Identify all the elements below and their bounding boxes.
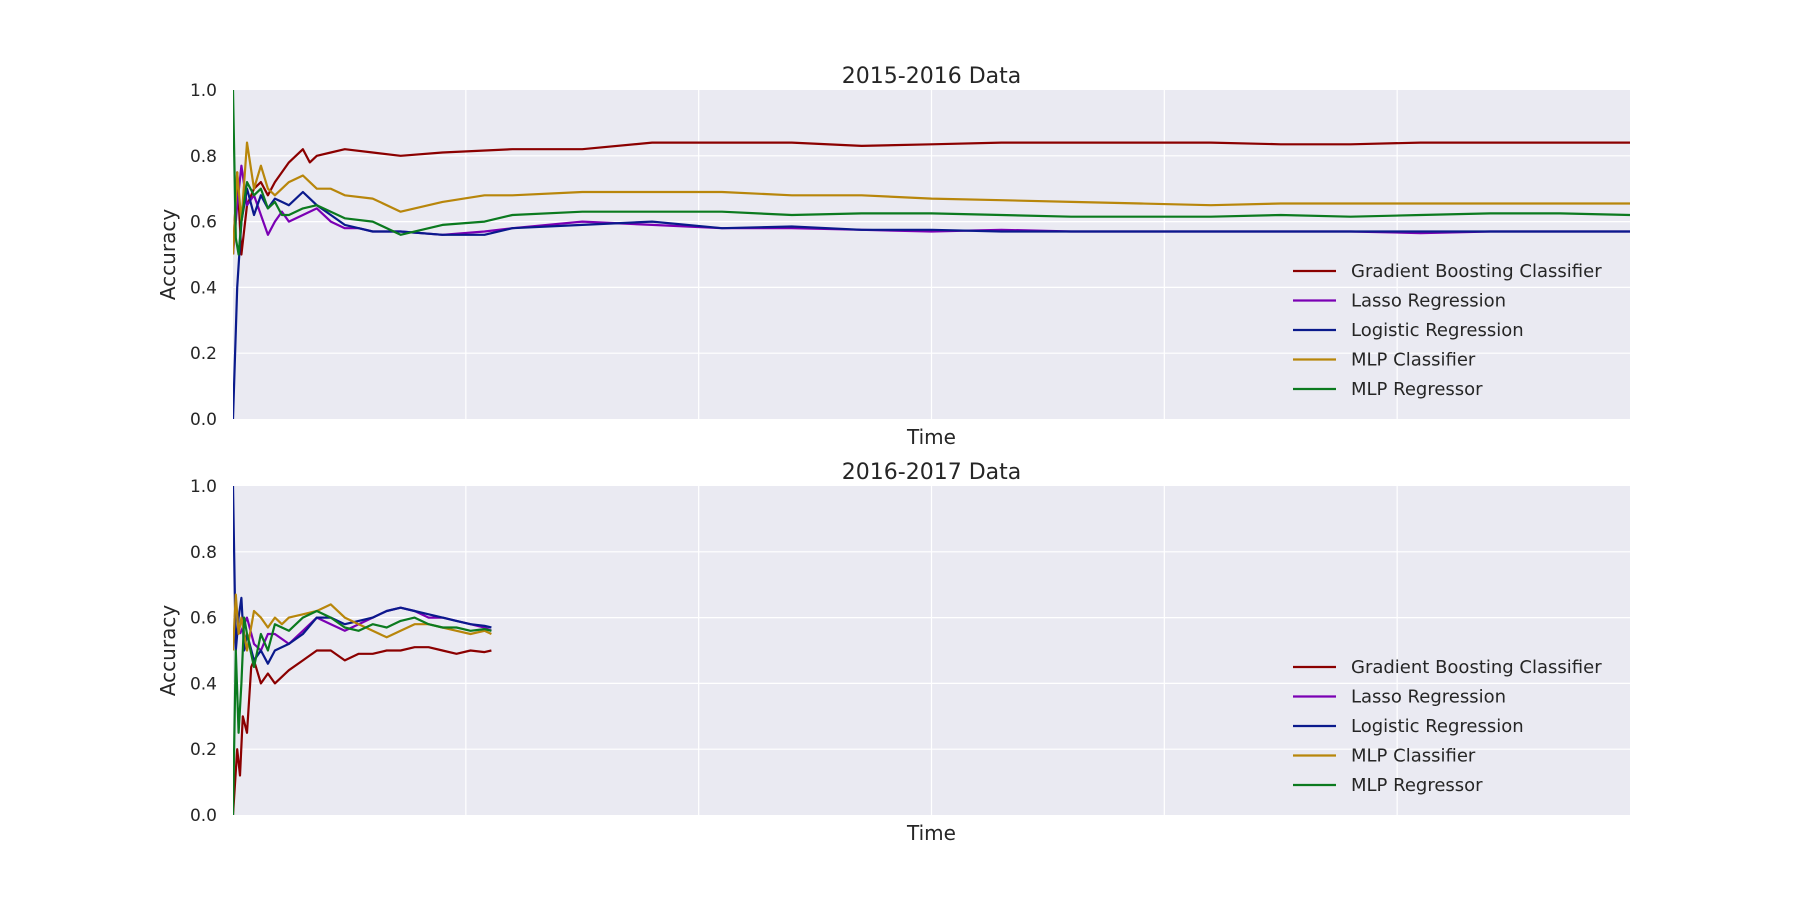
series-line-gradient-boosting-classifier [233,141,1630,256]
legend-label-lasso-regression: Lasso Regression [1351,291,1506,312]
y-axis-label: Accuracy [156,605,180,696]
y-tick-label: 0.2 [190,344,217,364]
legend-label-logistic-regression: Logistic Regression [1351,320,1524,341]
y-tick-label: 0.6 [190,213,217,233]
legend: Gradient Boosting Classifier Lasso Regres… [1293,261,1602,400]
y-tick-label: 0.8 [190,543,217,563]
chart-panel-1: 0.0 0.2 0.4 0.6 0.8 1.0 2015-2016 Data Time Accu… [156,64,1630,449]
series-line-mlp-regressor [233,89,1630,256]
y-tick-label: 0.4 [190,674,217,694]
series-line-mlp-classifier [233,141,1630,255]
legend-label-mlp-classifier: MLP Classifier [1351,746,1476,767]
chart-title: 2016-2017 Data [842,460,1021,485]
series-line-gradient-boosting-classifier [233,646,492,815]
y-tick-label: 0.0 [190,410,217,430]
y-axis-label: Accuracy [156,209,180,300]
series-line-mlp-regressor [233,609,492,815]
y-tick-label: 0.6 [190,609,217,629]
y-tick-label: 0.8 [190,147,217,167]
legend-label-mlp-regressor: MLP Regressor [1351,775,1483,796]
legend-label-lasso-regression: Lasso Regression [1351,687,1506,708]
y-tick-label: 1.0 [190,81,217,101]
x-axis-label: Time [906,425,956,449]
y-tick-label: 1.0 [190,477,217,497]
series-lines [233,89,1630,419]
legend-label-gradient-boosting-classifier: Gradient Boosting Classifier [1351,657,1602,678]
x-axis-label: Time [906,821,956,845]
legend-label-gradient-boosting-classifier: Gradient Boosting Classifier [1351,261,1602,282]
legend-label-logistic-regression: Logistic Regression [1351,716,1524,737]
y-tick-label: 0.0 [190,806,217,826]
series-lines [233,485,492,815]
series-line-logistic-regression [233,485,492,665]
y-tick-label: 0.4 [190,278,217,298]
legend-label-mlp-classifier: MLP Classifier [1351,350,1476,371]
legend: Gradient Boosting Classifier Lasso Regres… [1293,657,1602,796]
chart-panel-2: 0.0 0.2 0.4 0.6 0.8 1.0 2016-2017 Data Time Accu… [156,460,1630,845]
legend-label-mlp-regressor: MLP Regressor [1351,379,1483,400]
y-tick-label: 0.2 [190,740,217,760]
chart-title: 2015-2016 Data [842,64,1021,89]
